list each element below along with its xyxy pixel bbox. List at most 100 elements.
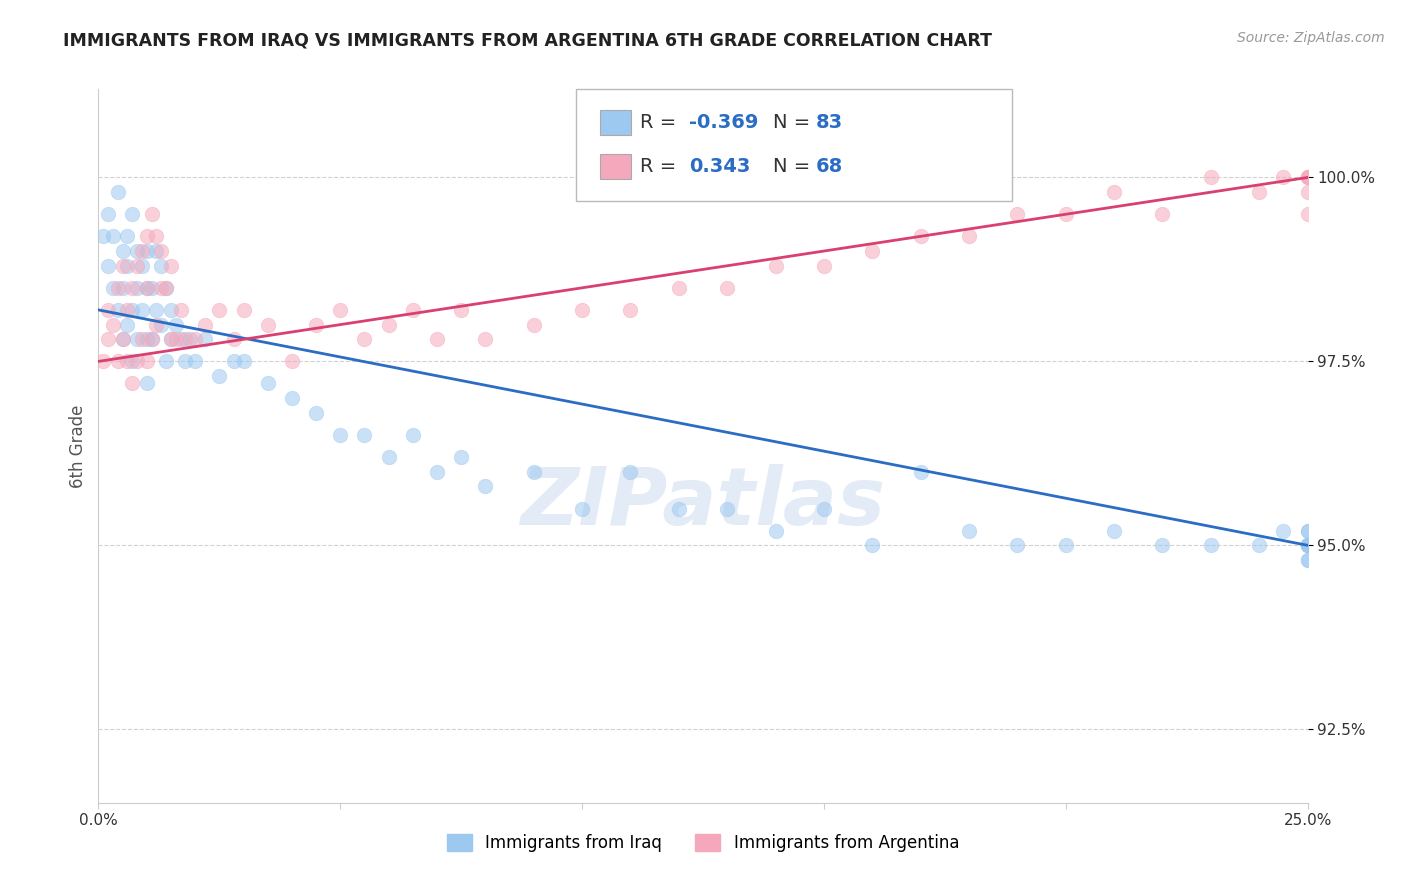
Point bbox=[1152, 538, 1174, 552]
Point bbox=[155, 281, 177, 295]
Point bbox=[1296, 538, 1319, 552]
Point bbox=[131, 302, 153, 317]
Text: 83: 83 bbox=[815, 112, 842, 132]
Text: R =: R = bbox=[640, 112, 682, 132]
Point bbox=[353, 332, 375, 346]
Point bbox=[426, 465, 449, 479]
Point bbox=[127, 259, 149, 273]
Point bbox=[232, 302, 254, 317]
Point bbox=[117, 302, 139, 317]
Point bbox=[117, 318, 139, 332]
Text: IMMIGRANTS FROM IRAQ VS IMMIGRANTS FROM ARGENTINA 6TH GRADE CORRELATION CHART: IMMIGRANTS FROM IRAQ VS IMMIGRANTS FROM … bbox=[63, 31, 993, 49]
Point bbox=[1296, 538, 1319, 552]
Point bbox=[1272, 524, 1295, 538]
Point bbox=[571, 302, 593, 317]
Point bbox=[523, 318, 546, 332]
Point bbox=[208, 302, 231, 317]
Point bbox=[426, 332, 449, 346]
Point bbox=[141, 332, 163, 346]
Point bbox=[97, 259, 120, 273]
Point bbox=[127, 244, 149, 258]
Point bbox=[127, 354, 149, 368]
Point bbox=[1296, 553, 1319, 567]
Point bbox=[1007, 207, 1029, 221]
Point bbox=[256, 318, 278, 332]
Point bbox=[716, 501, 738, 516]
Point bbox=[169, 332, 191, 346]
Point bbox=[135, 244, 157, 258]
Point bbox=[160, 259, 183, 273]
Text: N =: N = bbox=[773, 112, 817, 132]
Point bbox=[208, 369, 231, 384]
Point bbox=[1054, 207, 1077, 221]
Text: 0.343: 0.343 bbox=[689, 157, 751, 177]
Point bbox=[111, 244, 134, 258]
Point bbox=[765, 259, 787, 273]
Point bbox=[155, 281, 177, 295]
Point bbox=[107, 281, 129, 295]
Point bbox=[194, 318, 217, 332]
Point bbox=[150, 318, 173, 332]
Point bbox=[1102, 524, 1125, 538]
Point bbox=[1296, 185, 1319, 199]
Point bbox=[145, 302, 167, 317]
Point bbox=[169, 302, 191, 317]
Point bbox=[184, 332, 207, 346]
Text: 68: 68 bbox=[815, 157, 842, 177]
Point bbox=[121, 354, 143, 368]
Point bbox=[1296, 524, 1319, 538]
Point bbox=[1249, 185, 1271, 199]
Point bbox=[141, 207, 163, 221]
Point bbox=[1249, 538, 1271, 552]
Point bbox=[1296, 207, 1319, 221]
Point bbox=[329, 302, 352, 317]
Point bbox=[127, 332, 149, 346]
Point bbox=[571, 501, 593, 516]
Point bbox=[174, 354, 197, 368]
Point bbox=[305, 406, 328, 420]
Point bbox=[1296, 538, 1319, 552]
Point bbox=[256, 376, 278, 391]
Point bbox=[450, 450, 472, 464]
Point bbox=[1296, 538, 1319, 552]
Text: R =: R = bbox=[640, 157, 682, 177]
Point bbox=[1296, 170, 1319, 185]
Point bbox=[1296, 170, 1319, 185]
Point bbox=[668, 281, 690, 295]
Point bbox=[1296, 524, 1319, 538]
Point bbox=[1296, 538, 1319, 552]
Point bbox=[353, 428, 375, 442]
Point bbox=[131, 332, 153, 346]
Point bbox=[135, 332, 157, 346]
Text: N =: N = bbox=[773, 157, 817, 177]
Point bbox=[860, 244, 883, 258]
Point bbox=[194, 332, 217, 346]
Point bbox=[957, 524, 980, 538]
Point bbox=[135, 376, 157, 391]
Point bbox=[184, 354, 207, 368]
Point bbox=[111, 281, 134, 295]
Point bbox=[111, 332, 134, 346]
Point bbox=[160, 332, 183, 346]
Point bbox=[135, 281, 157, 295]
Point bbox=[107, 302, 129, 317]
Point bbox=[111, 259, 134, 273]
Text: -0.369: -0.369 bbox=[689, 112, 758, 132]
Point bbox=[101, 318, 124, 332]
Point bbox=[150, 259, 173, 273]
Point bbox=[450, 302, 472, 317]
Point bbox=[1296, 538, 1319, 552]
Point bbox=[127, 281, 149, 295]
Point bbox=[474, 332, 496, 346]
Point bbox=[131, 244, 153, 258]
Point bbox=[813, 501, 835, 516]
Point bbox=[107, 185, 129, 199]
Point bbox=[619, 302, 641, 317]
Point bbox=[91, 354, 114, 368]
Y-axis label: 6th Grade: 6th Grade bbox=[69, 404, 87, 488]
Point bbox=[222, 332, 245, 346]
Point bbox=[101, 281, 124, 295]
Point bbox=[1296, 538, 1319, 552]
Point bbox=[135, 281, 157, 295]
Point bbox=[1199, 170, 1222, 185]
